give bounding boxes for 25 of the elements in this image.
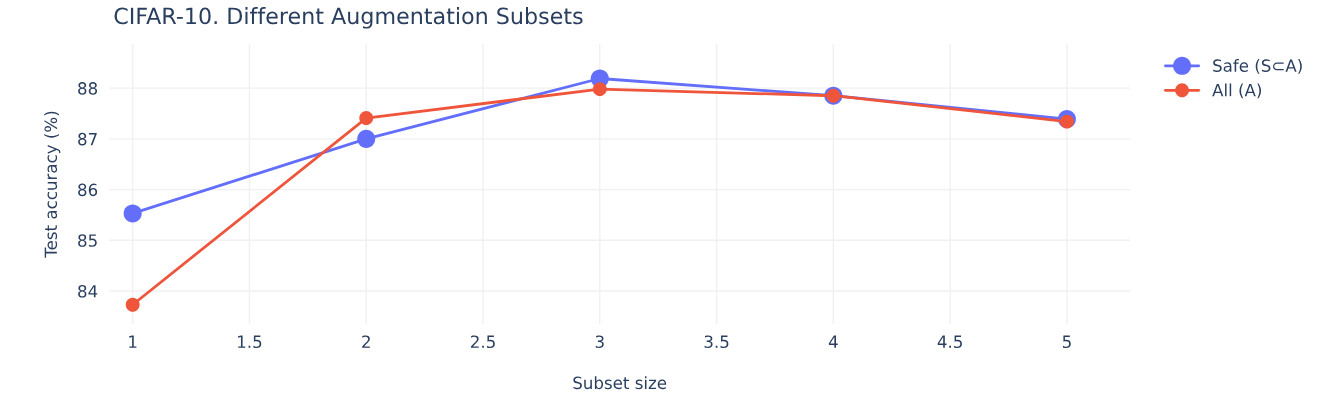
legend-label: Safe (S⊂A) <box>1213 59 1302 74</box>
y-tick-label: 88 <box>78 82 98 95</box>
x-tick-label: 1.5 <box>238 335 262 349</box>
point <box>359 111 374 125</box>
x-tick-label: 2 <box>362 335 370 348</box>
point <box>357 129 376 148</box>
x-tick-label: 4 <box>828 335 838 348</box>
y-tick-label: 86 <box>78 183 98 197</box>
x-tick-label: 2.5 <box>470 335 495 349</box>
point <box>123 204 142 223</box>
y-tick-label: 84 <box>78 284 98 298</box>
x-axis-title: Subset size <box>573 376 667 390</box>
x-tick-label: 1 <box>129 335 137 348</box>
legend-label: All (A) <box>1212 83 1261 99</box>
point <box>592 82 607 97</box>
y-axis-title: Test accuracy (%) <box>44 111 61 258</box>
x-tick-label: 3.5 <box>704 335 729 349</box>
x-tick-label: 3 <box>595 335 604 349</box>
x-tick-label: 4.5 <box>937 335 962 349</box>
y-tick-label: 87 <box>78 132 97 146</box>
chart-title: CIFAR-10. Different Augmentation Subsets <box>114 7 583 29</box>
point <box>125 297 140 312</box>
point <box>1059 114 1074 129</box>
y-tick-label: 85 <box>78 234 97 247</box>
x-tick-label: 5 <box>1062 335 1071 349</box>
